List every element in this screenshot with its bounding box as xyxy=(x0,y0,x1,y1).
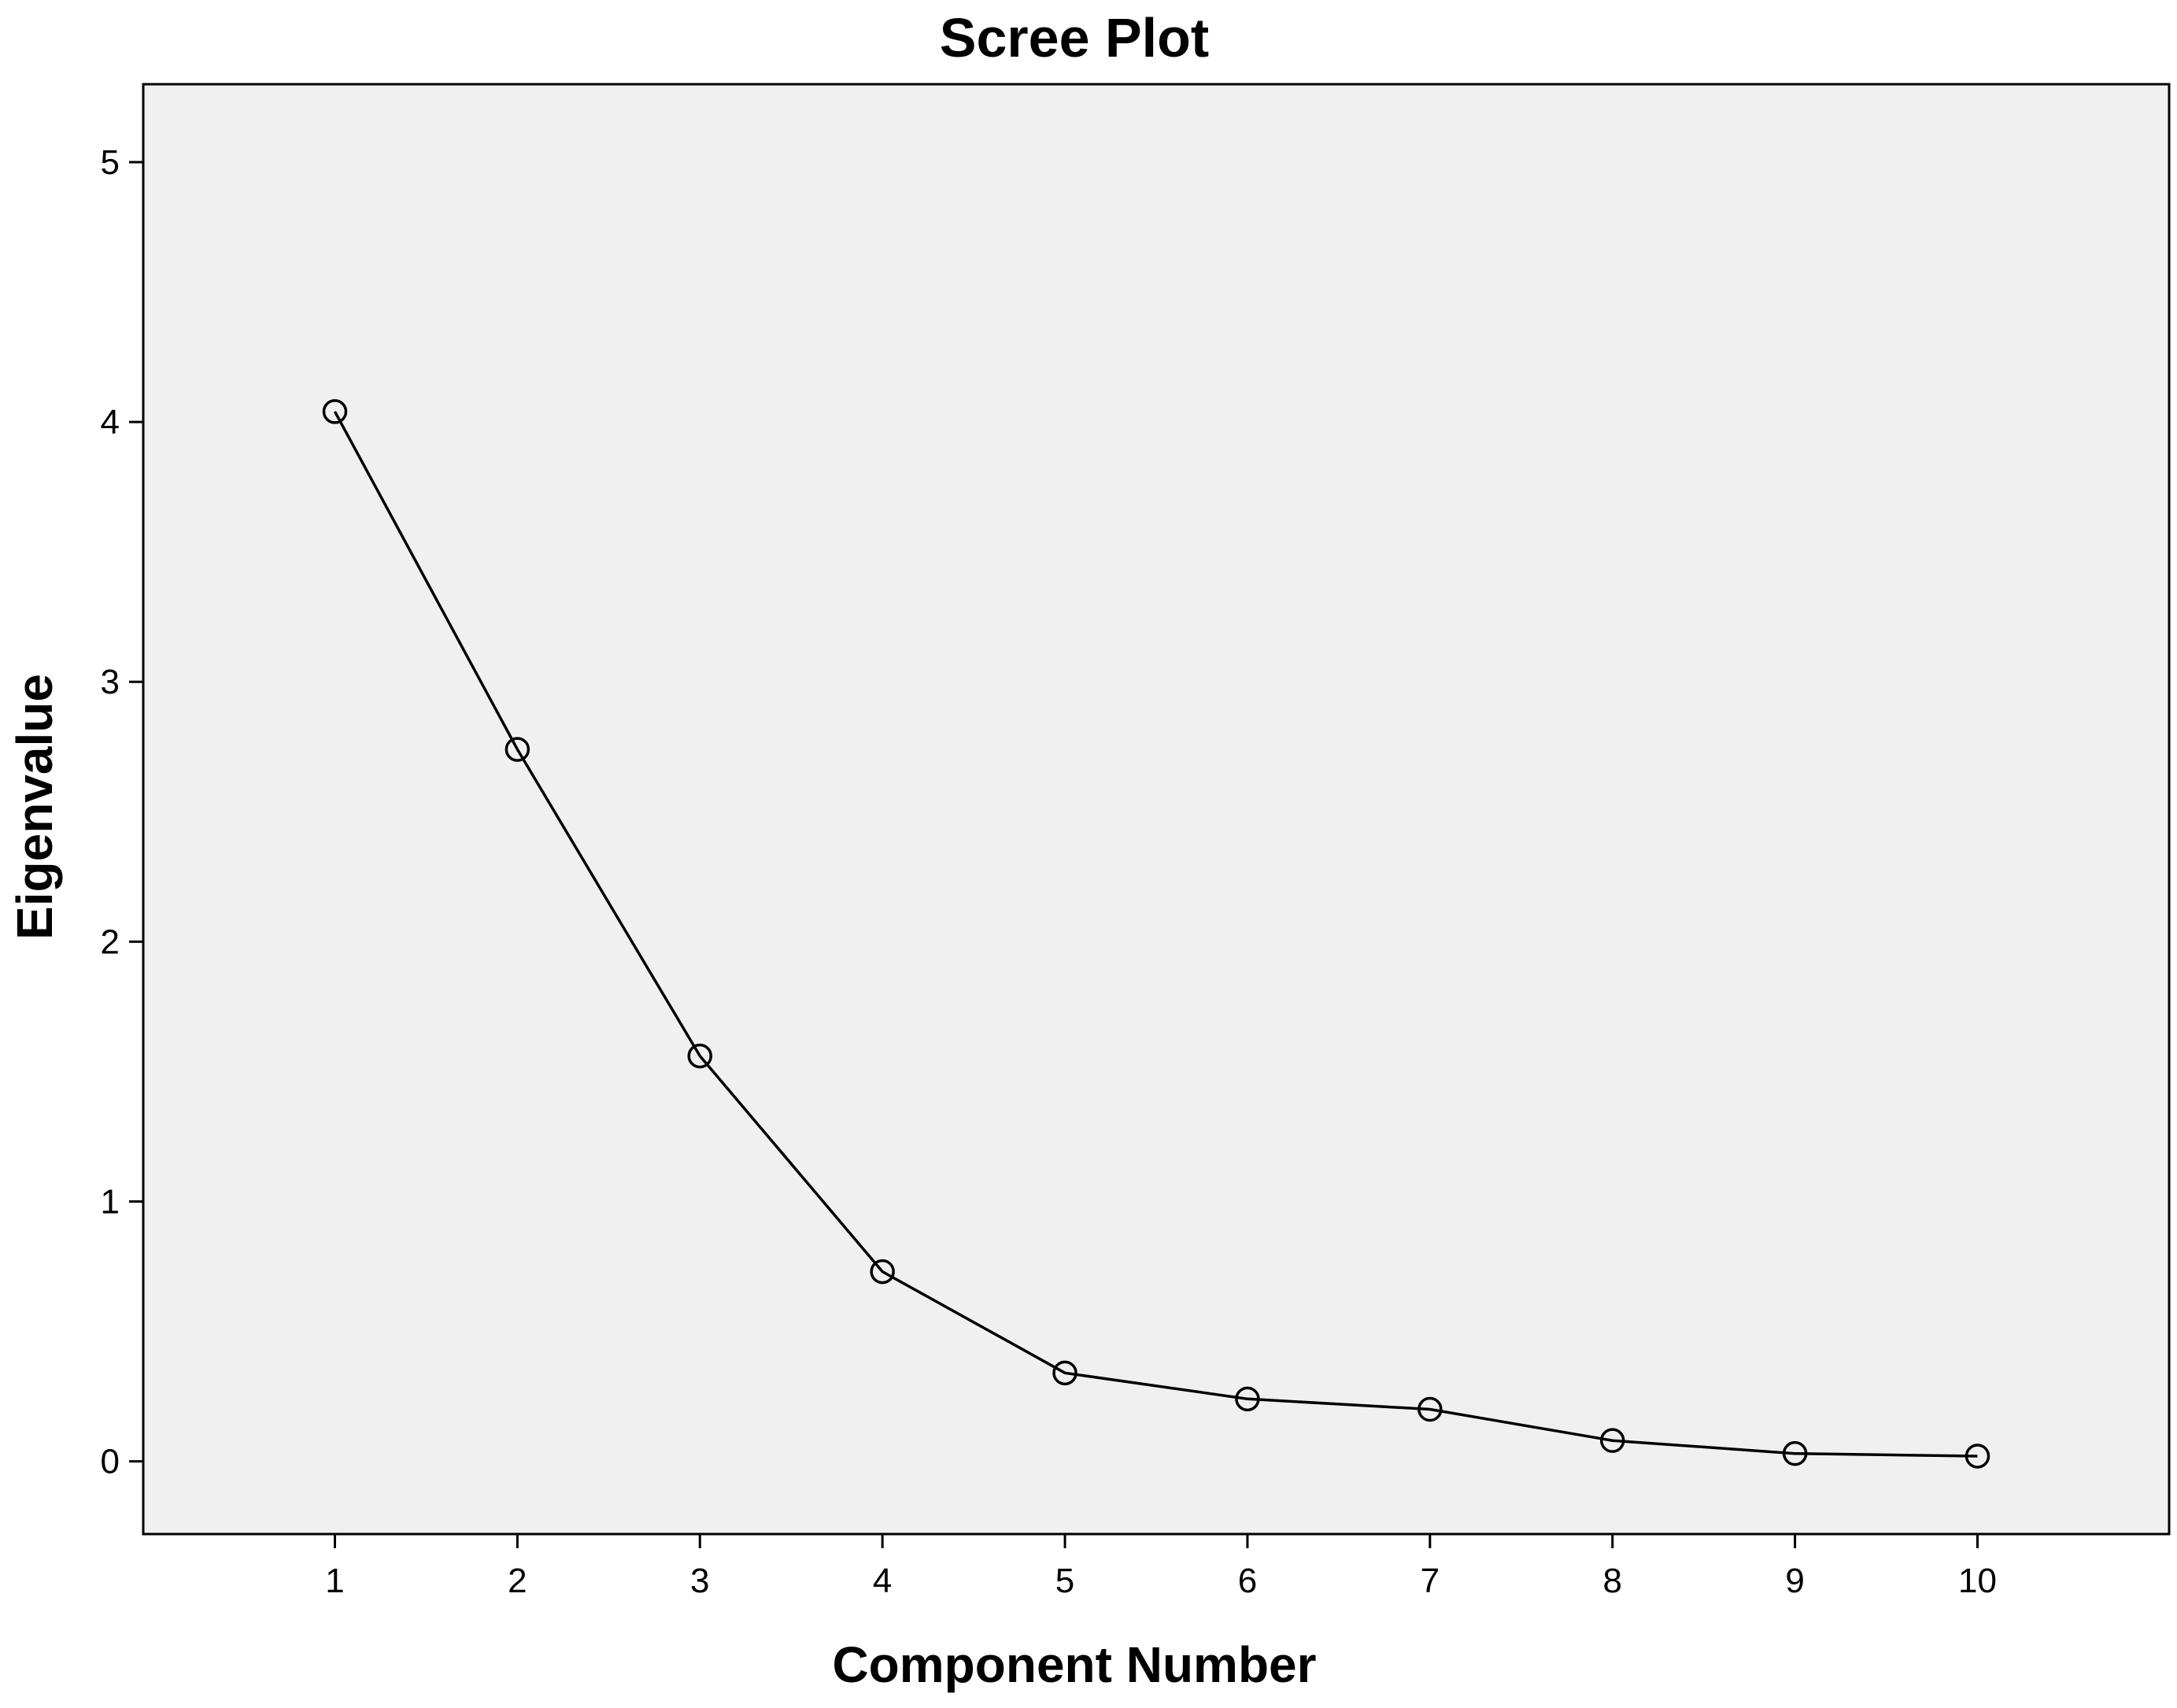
data-point xyxy=(1782,1440,1808,1466)
data-point xyxy=(1964,1444,1990,1469)
x-tick-label: 1 xyxy=(325,1562,344,1600)
data-point xyxy=(1599,1428,1625,1453)
x-tick-label: 6 xyxy=(1238,1562,1257,1600)
y-axis-title: Eigenvalue xyxy=(6,674,63,940)
y-tick-label: 1 xyxy=(101,1182,120,1221)
y-axis: 0 1 2 3 4 5 xyxy=(101,143,143,1481)
plot-area xyxy=(142,83,2171,1536)
chart-title: Scree Plot xyxy=(940,7,1209,68)
y-tick-label: 0 xyxy=(101,1443,120,1481)
x-tick-label: 5 xyxy=(1055,1562,1074,1600)
x-tick-label: 10 xyxy=(1958,1562,1997,1600)
x-tick-label: 9 xyxy=(1785,1562,1804,1600)
y-tick-label: 4 xyxy=(101,403,120,442)
data-point xyxy=(870,1259,895,1285)
x-axis: 1 2 3 4 5 6 7 8 9 10 xyxy=(325,1534,1997,1600)
x-tick-label: 7 xyxy=(1421,1562,1440,1600)
x-tick-label: 3 xyxy=(690,1562,709,1600)
data-point xyxy=(1052,1360,1077,1386)
data-point xyxy=(1235,1386,1260,1412)
y-tick-label: 2 xyxy=(101,922,120,961)
data-point xyxy=(505,737,530,762)
x-axis-title: Component Number xyxy=(832,1636,1316,1693)
data-point xyxy=(1417,1396,1443,1422)
x-tick-label: 8 xyxy=(1602,1562,1621,1600)
data-point xyxy=(687,1043,713,1069)
y-tick-label: 5 xyxy=(101,143,120,182)
y-tick-label: 3 xyxy=(101,663,120,701)
series-line xyxy=(333,411,1978,1458)
x-tick-label: 4 xyxy=(873,1562,892,1600)
x-tick-label: 2 xyxy=(508,1562,527,1600)
data-point xyxy=(322,399,348,424)
eigenvalue-series xyxy=(322,399,1990,1469)
